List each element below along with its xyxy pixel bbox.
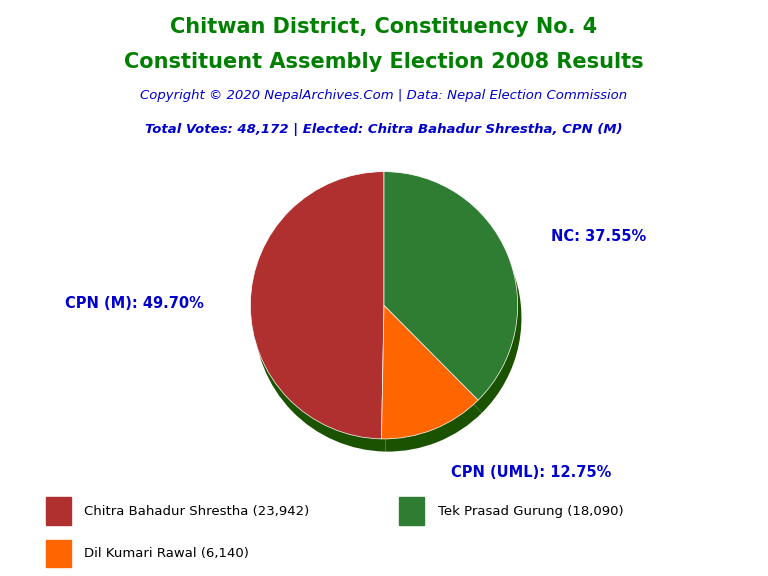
Text: Total Votes: 48,172 | Elected: Chitra Bahadur Shrestha, CPN (M): Total Votes: 48,172 | Elected: Chitra Ba…: [145, 123, 623, 137]
Bar: [46, 498, 71, 525]
Wedge shape: [388, 184, 521, 413]
Text: Tek Prasad Gurung (18,090): Tek Prasad Gurung (18,090): [438, 505, 624, 518]
Text: CPN (UML): 12.75%: CPN (UML): 12.75%: [451, 465, 611, 480]
Wedge shape: [386, 318, 482, 452]
Text: Chitra Bahadur Shrestha (23,942): Chitra Bahadur Shrestha (23,942): [84, 505, 310, 518]
Wedge shape: [250, 172, 384, 439]
Bar: [46, 540, 71, 567]
Wedge shape: [382, 305, 478, 439]
Bar: [399, 498, 424, 525]
Text: Dil Kumari Rawal (6,140): Dil Kumari Rawal (6,140): [84, 547, 250, 560]
Text: Constituent Assembly Election 2008 Results: Constituent Assembly Election 2008 Resul…: [124, 52, 644, 72]
Wedge shape: [384, 172, 518, 400]
Text: Chitwan District, Constituency No. 4: Chitwan District, Constituency No. 4: [170, 17, 598, 37]
Text: NC: 37.55%: NC: 37.55%: [551, 229, 646, 244]
Text: CPN (M): 49.70%: CPN (M): 49.70%: [65, 296, 204, 311]
Text: Copyright © 2020 NepalArchives.Com | Data: Nepal Election Commission: Copyright © 2020 NepalArchives.Com | Dat…: [141, 89, 627, 103]
Wedge shape: [254, 184, 388, 452]
